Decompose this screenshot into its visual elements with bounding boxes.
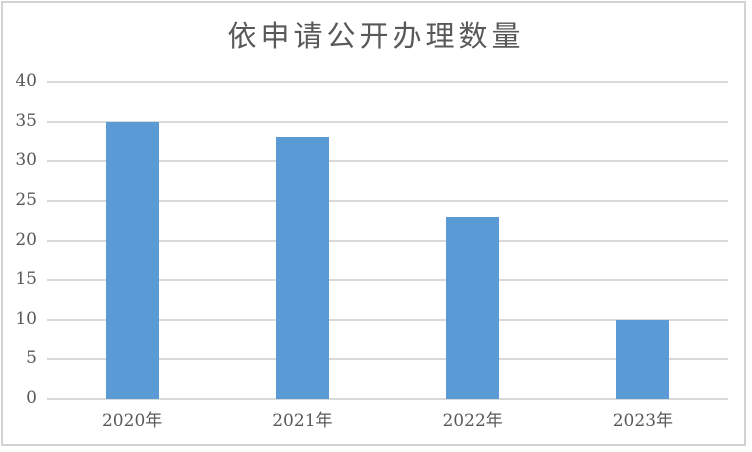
x-tick-label-2021年: 2021年 (272, 411, 333, 431)
chart-title: 依申请公开办理数量 (227, 19, 525, 53)
gridline-y-30 (47, 160, 728, 163)
y-axis-tick-labels: 0 5 10 15 20 25 30 35 40 (0, 71, 39, 408)
gridline-y-0 (47, 398, 728, 400)
plot-area (47, 81, 728, 400)
y-tick-label-15: 15 (15, 269, 37, 290)
x-tick-label-2020年: 2020年 (101, 411, 163, 431)
x-axis-tick-labels: 2020年 2021年 2022年 2023年 (47, 406, 728, 432)
bar-2021年 (275, 137, 329, 399)
bar-2020年 (105, 121, 159, 399)
y-tick-label-20: 20 (15, 229, 37, 250)
y-tick-label-10: 10 (15, 308, 37, 329)
bar-2023年 (616, 319, 670, 399)
y-tick-label-35: 35 (15, 110, 37, 131)
gridline-y-25 (47, 199, 728, 202)
y-tick-label-0: 0 (26, 388, 37, 408)
gridline-y-40 (47, 81, 728, 83)
x-tick-label-2023年: 2023年 (612, 411, 674, 431)
x-tick-label-2022年: 2022年 (442, 411, 503, 431)
y-tick-label-40: 40 (15, 71, 37, 91)
y-tick-label-5: 5 (26, 348, 37, 369)
gridline-y-20 (47, 239, 728, 242)
y-tick-label-30: 30 (15, 150, 37, 171)
bar-2022年 (446, 216, 500, 399)
y-tick-label-25: 25 (15, 189, 37, 210)
gridline-y-15 (47, 279, 728, 282)
gridline-y-10 (47, 318, 728, 321)
gridline-y-5 (47, 358, 728, 361)
gridline-y-35 (47, 120, 728, 123)
